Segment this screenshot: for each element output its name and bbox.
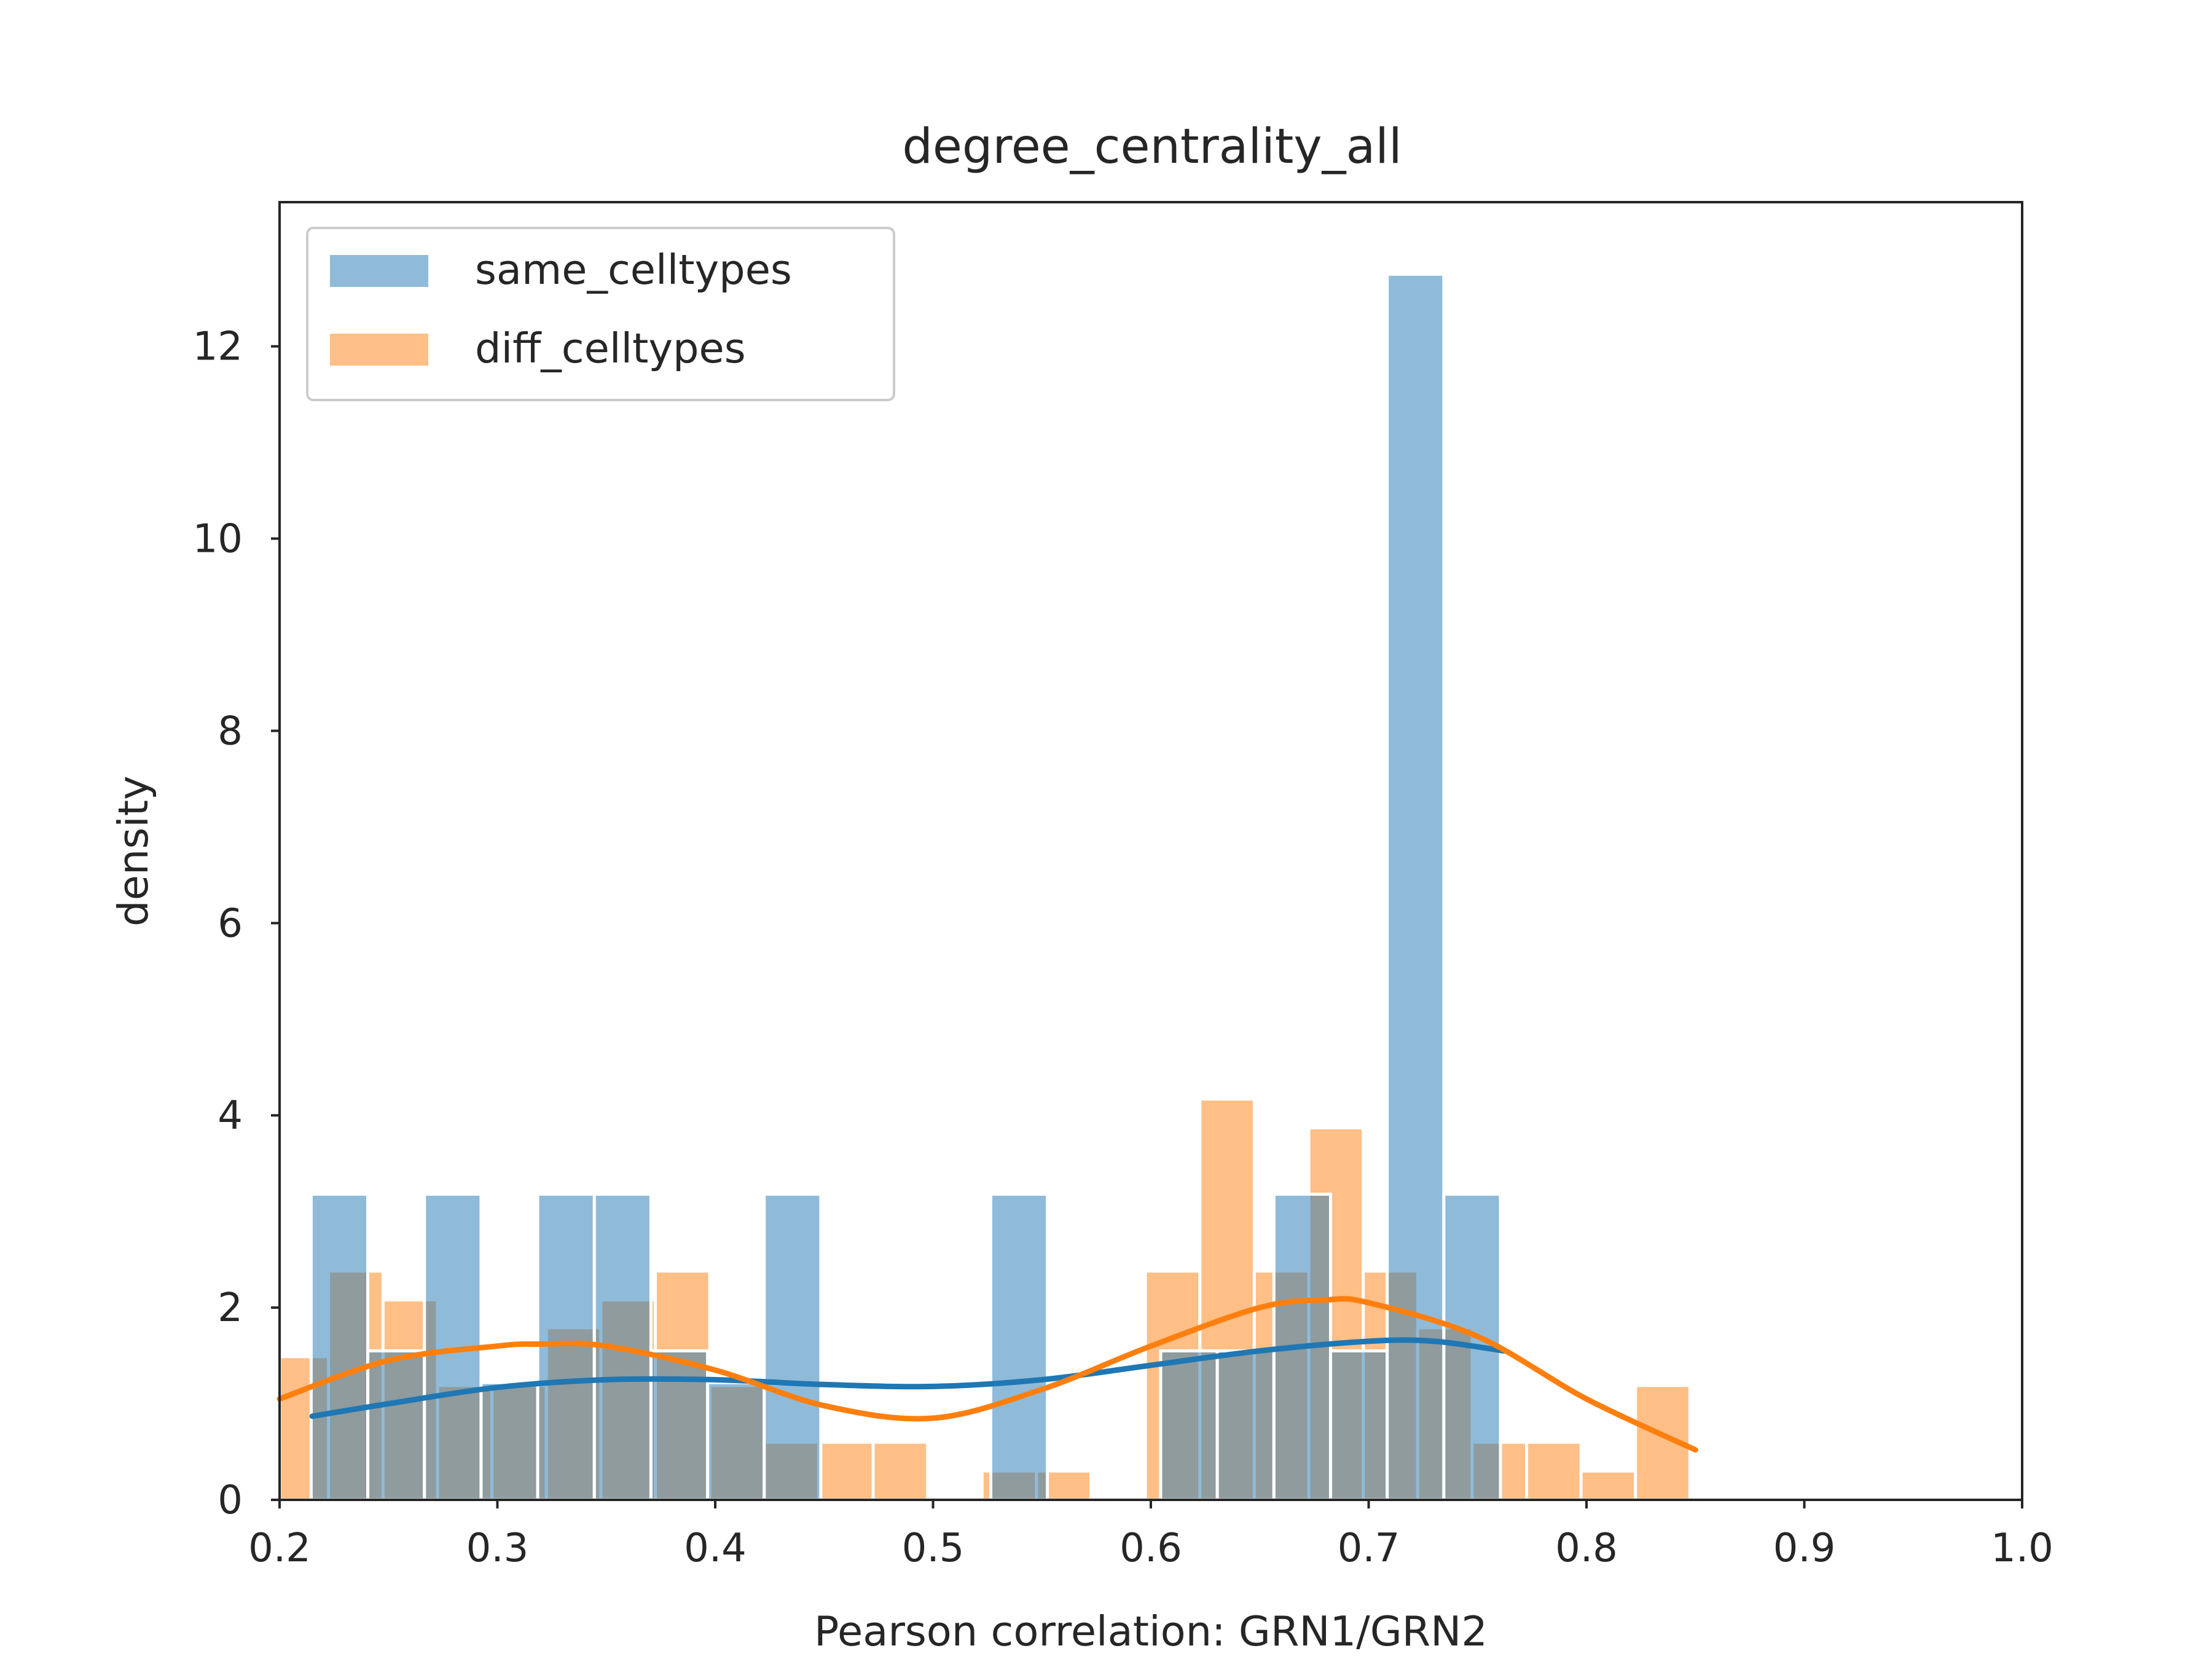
same-celltypes-bar-8 — [763, 1193, 823, 1502]
y-axis-ticks: 0 2 4 6 8 10 12 — [193, 324, 280, 1523]
same-celltypes-kde-line — [309, 1337, 1507, 1419]
x-tick-label: 0.7 — [1338, 1526, 1400, 1571]
chart-title: degree_centrality_all — [902, 119, 1402, 175]
y-tick-label: 6 — [218, 901, 243, 946]
x-tick-label: 0.4 — [684, 1526, 747, 1571]
diff-celltypes-bar-24 — [1579, 1469, 1637, 1502]
same-celltypes-bar-4 — [536, 1193, 596, 1502]
same-celltypes-bar-16 — [1215, 1349, 1276, 1502]
same-celltypes-bar-6 — [649, 1349, 710, 1502]
x-tick-label: 0.8 — [1555, 1526, 1618, 1571]
y-tick-label: 12 — [193, 324, 243, 370]
diff-celltypes-bar-11 — [871, 1440, 930, 1502]
same-celltypes-bar-1 — [366, 1349, 426, 1502]
same-celltypes-bar-7 — [706, 1381, 766, 1502]
diff-celltypes-kde-line — [276, 1296, 1698, 1453]
y-axis-label: density — [109, 775, 157, 927]
kde-curves — [276, 1296, 1698, 1453]
same-celltypes-bar-0 — [309, 1193, 370, 1502]
same-celltypes-bar-15 — [1159, 1349, 1219, 1502]
x-tick-label: 0.6 — [1120, 1526, 1182, 1571]
diff-celltypes-bar-23 — [1525, 1440, 1583, 1502]
x-tick-label: 0.2 — [248, 1526, 311, 1571]
x-tick-label: 1.0 — [1991, 1526, 2053, 1571]
x-axis-ticks: 0.2 0.3 0.4 0.5 0.6 0.7 0.8 0.9 1.0 — [248, 1500, 2053, 1571]
legend-box — [306, 227, 895, 401]
y-tick-label: 10 — [193, 517, 243, 562]
legend: same_celltypes diff_celltypes — [306, 227, 895, 401]
legend-swatch-same-celltypes — [330, 255, 428, 287]
legend-label-diff-celltypes: diff_celltypes — [475, 324, 746, 372]
legend-swatch-diff-celltypes — [330, 334, 428, 366]
x-tick-label: 0.5 — [902, 1526, 965, 1571]
x-tick-label: 0.9 — [1773, 1526, 1836, 1571]
same-celltypes-bar-12 — [989, 1193, 1049, 1502]
x-axis-label: Pearson correlation: GRN1/GRN2 — [814, 1607, 1488, 1655]
diff-celltypes-bar-10 — [817, 1440, 875, 1502]
same-celltypes-bar-3 — [479, 1381, 539, 1502]
legend-label-same-celltypes: same_celltypes — [475, 246, 792, 294]
y-tick-label: 0 — [218, 1478, 243, 1523]
y-tick-label: 2 — [218, 1285, 243, 1331]
same-celltypes-bar-18 — [1328, 1349, 1389, 1502]
y-tick-label: 4 — [218, 1093, 243, 1139]
x-tick-label: 0.3 — [466, 1526, 529, 1571]
same-celltypes-bar-19 — [1386, 272, 1446, 1502]
y-tick-label: 8 — [218, 708, 243, 754]
